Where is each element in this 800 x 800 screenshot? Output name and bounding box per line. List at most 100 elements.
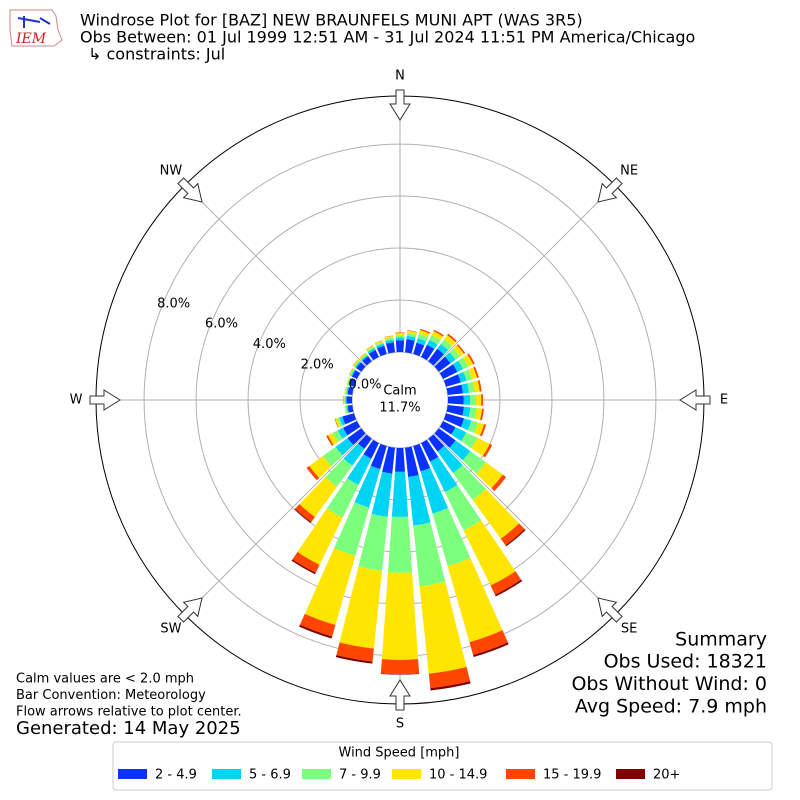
bar-segment	[376, 345, 387, 357]
bar-segment	[446, 384, 463, 395]
legend-swatch	[506, 769, 535, 779]
bar-segment	[468, 367, 478, 380]
calm-value: 11.7%	[379, 401, 420, 416]
bar-segment	[360, 353, 368, 360]
bar-segment	[350, 369, 356, 377]
calm-label: Calm	[383, 384, 416, 399]
bar-segment	[325, 458, 353, 487]
bar-segment	[343, 443, 365, 466]
flow-arrow-shape	[389, 89, 411, 121]
compass-label: NE	[620, 163, 638, 178]
bar-segment	[335, 655, 373, 664]
bar-segment	[480, 408, 484, 421]
bar-segment	[382, 446, 395, 474]
bar-segment	[406, 335, 416, 341]
summary-line: Obs Used: 18321	[604, 651, 767, 673]
bar-segment	[468, 407, 477, 419]
spoke	[184, 184, 367, 367]
bar-segment	[356, 362, 366, 372]
bar-segment	[292, 552, 320, 573]
bar-segment	[421, 344, 435, 361]
bar-segment	[463, 395, 471, 405]
bar-segment	[420, 467, 449, 514]
bar-segment	[384, 337, 394, 342]
compass-label: SE	[621, 622, 637, 637]
bar-segment	[347, 428, 366, 446]
bar-segment	[352, 359, 359, 367]
bar-segment	[444, 352, 456, 364]
flow-arrow	[177, 597, 203, 623]
bar-segment	[482, 443, 493, 458]
legend-label: 2 - 4.9	[155, 768, 197, 783]
flow-arrow	[679, 389, 711, 411]
bar-segment	[481, 394, 484, 406]
bar-segment	[477, 380, 482, 392]
legend-swatch	[212, 769, 241, 779]
bar-segment	[381, 572, 419, 660]
bar-segment	[297, 508, 343, 565]
bar-segment	[366, 346, 375, 353]
r-tick-label: 6.0%	[205, 317, 238, 332]
bar-segment	[345, 405, 348, 414]
note: Flow arrows relative to plot center.	[16, 705, 242, 720]
bar-segment	[299, 624, 333, 639]
bar-segment	[449, 440, 471, 461]
bar-segment	[326, 478, 359, 518]
legend-swatch	[302, 769, 331, 779]
bar-segment	[467, 420, 479, 434]
bar-segment	[463, 354, 474, 367]
compass-label: SW	[160, 622, 181, 637]
bar-segment	[413, 443, 431, 472]
bar-segment	[353, 360, 360, 368]
bar-segment	[306, 465, 320, 481]
spoke	[184, 433, 367, 616]
flow-arrow	[597, 597, 623, 623]
bar-segment	[405, 339, 415, 354]
compass-label: W	[70, 393, 83, 408]
bar-segment	[429, 335, 441, 345]
bar-segment	[362, 356, 372, 366]
bar-segment	[346, 405, 349, 414]
bar-segment	[370, 443, 387, 470]
bar-segment	[434, 356, 451, 372]
bar-segment	[335, 418, 341, 428]
bar-segment	[405, 446, 419, 477]
bar-segment	[332, 430, 343, 442]
bar-segment	[490, 571, 522, 595]
bar-segment	[428, 666, 471, 689]
bar-segment	[462, 406, 471, 418]
bar-segment	[384, 335, 394, 338]
compass-label: NW	[160, 163, 183, 178]
bar-segment	[452, 360, 463, 373]
bar-segment	[349, 378, 357, 387]
bar-segment	[339, 566, 383, 649]
note: Calm values are < 2.0 mph	[16, 672, 194, 687]
bar-segment	[444, 485, 482, 531]
bar-segment	[456, 344, 466, 354]
bar-segment	[437, 445, 463, 474]
bar-segment	[463, 369, 473, 381]
bar-segment	[354, 361, 361, 369]
bar-segment	[475, 394, 482, 406]
legend-label: 20+	[653, 768, 680, 783]
compass-label: N	[395, 69, 405, 84]
bar-segment	[437, 343, 449, 355]
bar-segment	[374, 340, 383, 344]
bar-segment	[339, 416, 346, 426]
flow-arrow-shape	[389, 679, 411, 711]
bar-segment	[472, 488, 520, 539]
bar-segment	[439, 364, 458, 379]
bar-segment	[337, 417, 343, 427]
spoke	[433, 433, 616, 616]
bar-segment	[344, 405, 347, 414]
logo-icon	[17, 16, 51, 28]
bar-segment	[359, 352, 367, 359]
summary-line: Avg Speed: 7.9 mph	[575, 696, 767, 718]
bar-segment	[458, 357, 469, 370]
bar-segment	[395, 333, 405, 336]
flow-arrow-shape	[177, 177, 203, 203]
bar-segment	[348, 378, 352, 386]
bar-segment	[334, 502, 370, 556]
bar-segment	[462, 451, 486, 474]
bar-segment	[447, 558, 503, 643]
